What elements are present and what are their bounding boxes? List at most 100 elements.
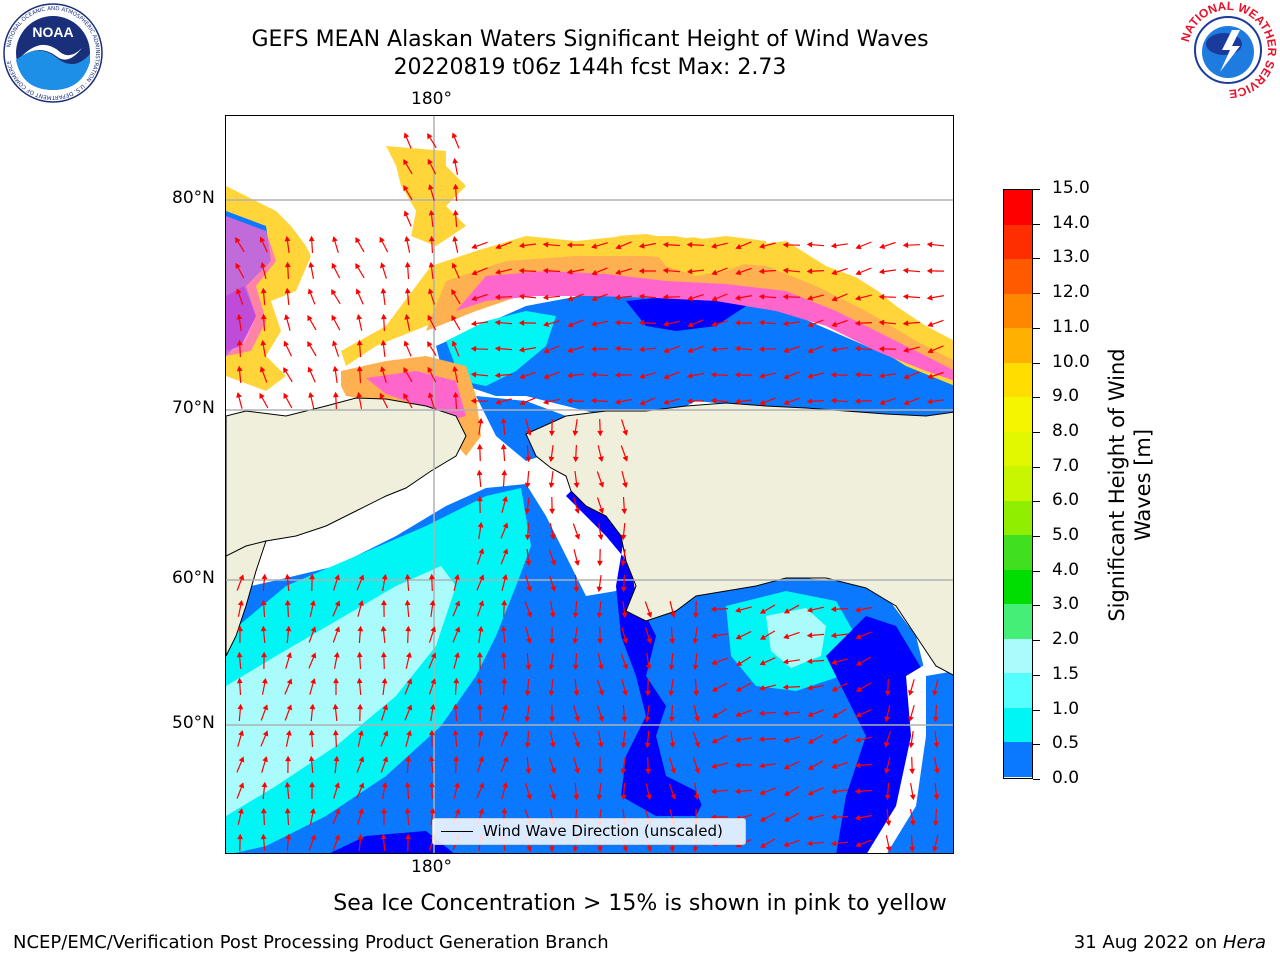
wave-direction-arrowhead bbox=[332, 365, 339, 372]
wave-direction-arrowhead bbox=[307, 288, 314, 295]
wave-direction-arrowhead bbox=[261, 677, 268, 684]
wave-direction-arrowhead bbox=[711, 295, 718, 302]
wave-direction-arrowhead bbox=[524, 690, 531, 697]
wave-direction-arrowhead bbox=[494, 294, 501, 301]
wave-direction-arrowhead bbox=[831, 763, 838, 769]
colorbar-band bbox=[1004, 535, 1032, 571]
wave-direction-arrowhead bbox=[357, 703, 363, 710]
wave-direction-arrowhead bbox=[478, 756, 484, 763]
wave-direction-arrowhead bbox=[452, 365, 459, 372]
wave-direction-arrowhead bbox=[283, 367, 289, 374]
wave-direction-arrowhead bbox=[597, 638, 603, 645]
wave-direction-arrowhead bbox=[237, 599, 244, 606]
wave-direction-arrowhead bbox=[692, 638, 699, 645]
wave-direction-arrowhead bbox=[854, 371, 861, 378]
wave-direction-arrowhead bbox=[518, 293, 525, 300]
wave-direction-arrowhead bbox=[782, 267, 789, 274]
wave-direction-arrowhead bbox=[909, 846, 916, 853]
wave-direction-arrowhead bbox=[759, 816, 767, 822]
colorbar-tick-label: 0.5 bbox=[1052, 733, 1080, 754]
wave-direction-arrowhead bbox=[549, 716, 556, 723]
wave-direction-arrowhead bbox=[807, 347, 814, 354]
colorbar-tick-mark bbox=[1033, 501, 1040, 503]
wave-direction-arrowhead bbox=[596, 768, 603, 775]
wave-direction-arrowhead bbox=[502, 703, 508, 710]
wave-direction-arrowhead bbox=[429, 807, 436, 814]
wave-direction-arrowhead bbox=[283, 392, 289, 400]
wave-direction-arrowhead bbox=[782, 293, 789, 300]
wave-direction-arrowhead bbox=[332, 391, 339, 398]
wave-direction-arrowhead bbox=[309, 703, 316, 710]
wave-direction-arrowhead bbox=[710, 346, 717, 353]
wave-direction-arrowhead bbox=[262, 730, 269, 737]
wave-direction-arrowhead bbox=[597, 430, 604, 437]
wave-direction-arrowhead bbox=[403, 210, 410, 217]
wave-direction-arrowhead bbox=[542, 267, 549, 274]
wave-direction-arrowhead bbox=[734, 319, 741, 326]
wave-direction-arrowhead bbox=[927, 321, 934, 328]
wave-direction-arrowhead bbox=[878, 346, 885, 352]
wave-direction-arrowhead bbox=[854, 788, 861, 795]
wave-direction-arrowhead bbox=[524, 716, 531, 723]
wave-direction-arrowhead bbox=[758, 268, 765, 275]
wave-direction-arrowhead bbox=[310, 652, 317, 659]
wave-direction-arrowhead bbox=[735, 634, 742, 640]
wave-direction-arrowhead bbox=[591, 243, 598, 249]
wave-direction-arrowhead bbox=[662, 294, 669, 300]
wave-direction-arrowhead bbox=[494, 268, 501, 275]
wave-direction-arrowhead bbox=[644, 742, 651, 749]
wave-direction-arrowhead bbox=[427, 366, 433, 373]
wave-direction-arrowhead bbox=[735, 243, 742, 250]
wave-direction-arrowhead bbox=[478, 548, 485, 555]
wave-direction-arrowhead bbox=[285, 729, 292, 736]
wave-direction-arrowhead bbox=[500, 625, 507, 632]
wave-direction-arrowhead bbox=[260, 339, 267, 346]
wave-direction-arrowhead bbox=[260, 807, 267, 814]
wave-direction-arrowhead bbox=[783, 608, 791, 614]
wave-direction-arrowhead bbox=[807, 321, 814, 328]
wave-direction-arrowhead bbox=[806, 684, 813, 691]
wave-direction-arrowhead bbox=[470, 345, 477, 352]
wave-direction-arrowhead bbox=[878, 319, 885, 326]
wave-direction-arrowhead bbox=[259, 236, 266, 243]
wave-direction-arrowhead bbox=[237, 703, 244, 710]
wave-direction-arrowhead bbox=[783, 841, 790, 848]
wave-direction-arrowhead bbox=[574, 533, 581, 540]
wave-direction-arrowhead bbox=[621, 612, 628, 619]
wave-direction-arrowhead bbox=[283, 340, 289, 347]
wave-direction-arrowhead bbox=[830, 606, 837, 613]
wave-direction-arrowhead bbox=[284, 314, 290, 321]
wave-direction-arrowhead bbox=[357, 625, 364, 632]
wave-direction-arrowhead bbox=[451, 340, 458, 347]
wave-direction-arrowhead bbox=[831, 321, 838, 328]
wave-direction-arrowhead bbox=[470, 371, 477, 378]
wave-direction-arrowhead bbox=[926, 398, 933, 405]
wave-direction-arrowhead bbox=[622, 845, 628, 852]
wave-direction-arrowhead bbox=[572, 638, 579, 645]
legend-line-swatch bbox=[441, 831, 473, 832]
colorbar-tick-label: 9.0 bbox=[1052, 386, 1080, 407]
wave-direction-arrowhead bbox=[236, 313, 243, 320]
wave-direction-arrowhead bbox=[358, 808, 364, 815]
wave-direction-arrowhead bbox=[622, 690, 628, 696]
wave-direction-arrowhead bbox=[478, 782, 485, 789]
wave-direction-arrowhead bbox=[502, 573, 508, 580]
wave-direction-arrowhead bbox=[525, 768, 532, 775]
wave-direction-arrowhead bbox=[404, 287, 411, 294]
wave-direction-arrowhead bbox=[334, 626, 341, 633]
wave-direction-arrowhead bbox=[758, 710, 765, 717]
wave-direction-arrowhead bbox=[236, 365, 243, 372]
wave-direction-arrowhead bbox=[284, 573, 291, 580]
wave-direction-arrowhead bbox=[668, 716, 675, 723]
wave-direction-arrowhead bbox=[404, 261, 411, 268]
wave-direction-arrowhead bbox=[238, 756, 245, 763]
wave-direction-arrowhead bbox=[735, 711, 742, 718]
wave-direction-arrowhead bbox=[694, 767, 700, 774]
wave-direction-arrowhead bbox=[668, 690, 675, 697]
wave-direction-arrowhead bbox=[260, 261, 266, 268]
wave-direction-arrowhead bbox=[454, 652, 460, 658]
wave-direction-arrowhead bbox=[285, 625, 292, 632]
wave-direction-arrowhead bbox=[711, 686, 719, 692]
wave-direction-arrowhead bbox=[308, 729, 315, 736]
wave-direction-arrowhead bbox=[471, 295, 478, 301]
